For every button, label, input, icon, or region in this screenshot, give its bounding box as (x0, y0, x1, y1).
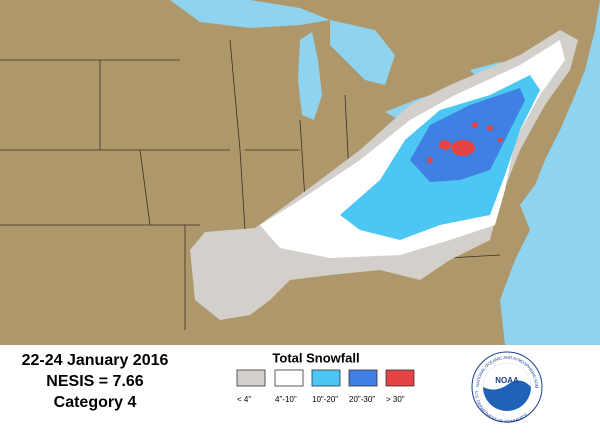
legend-area: Total Snowfall NATIONAL OCEANIC AND ATMO… (0, 345, 543, 424)
legend-swatch (236, 369, 266, 387)
noaa-logo: NATIONAL OCEANIC AND ATMOSPHERIC ADMINIS… (0, 345, 543, 424)
legend-swatch (385, 369, 415, 387)
category: Category 4 (53, 394, 137, 411)
lake-huron (330, 20, 395, 85)
ocean (500, 0, 600, 345)
logo-gull (483, 363, 531, 390)
legend-label: 10"-20" (312, 395, 338, 404)
logo-name: NOAA (495, 376, 519, 385)
event-info: 22-24 January 2016 NESIS = 7.66 Category… (10, 350, 180, 413)
legend-label: 4"-10" (275, 395, 297, 404)
lake-michigan (298, 32, 322, 120)
legend-label: < 4" (237, 395, 251, 404)
legend-label: 20"-30" (349, 395, 375, 404)
legend-label: > 30" (386, 395, 405, 404)
map (0, 0, 600, 345)
legend-title: Total Snowfall (272, 350, 359, 365)
legend-swatch (348, 369, 378, 387)
logo-ring-top: NATIONAL OCEANIC AND ATMOSPHERIC ADMINIS… (0, 345, 539, 389)
legend-swatch (311, 369, 341, 387)
nesis-value: NESIS = 7.66 (46, 373, 144, 390)
event-dates: 22-24 January 2016 (21, 352, 169, 369)
snow-gt30 (427, 122, 503, 163)
lake-superior (170, 0, 330, 28)
legend-swatch (274, 369, 304, 387)
snow-20-30 (410, 88, 525, 182)
